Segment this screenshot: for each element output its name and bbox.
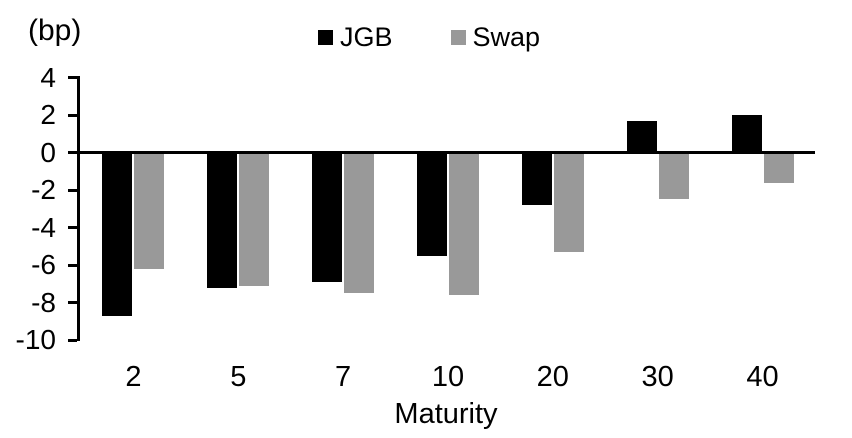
x-tick-label: 30 (641, 361, 674, 393)
x-tick-label: 40 (746, 361, 779, 393)
bar-jgb-40 (731, 115, 762, 153)
y-tick-label: 0 (40, 136, 56, 168)
x-tick-label: 5 (230, 361, 247, 393)
bar-swap-5 (239, 152, 270, 286)
legend-label-jgb: JGB (340, 22, 393, 52)
y-tick (68, 338, 77, 342)
bar-swap-30 (658, 152, 689, 200)
bar-swap-40 (763, 152, 794, 183)
y-tick (68, 301, 77, 304)
bar-jgb-20 (521, 152, 552, 205)
y-axis-line (77, 76, 80, 341)
y-tick-label: -2 (31, 174, 56, 205)
y-tick-label: 4 (40, 61, 56, 93)
y-tick-label: -4 (31, 211, 56, 243)
x-tick-label: 7 (335, 361, 352, 393)
y-tick (68, 226, 77, 229)
bar-swap-20 (553, 152, 584, 252)
x-tick-label: 10 (431, 361, 465, 393)
legend: JGB Swap (318, 22, 540, 52)
y-tick-label: -6 (31, 249, 56, 280)
bar-swap-2 (134, 152, 165, 269)
y-tick-label: -10 (15, 324, 56, 355)
y-axis-unit-label: (bp) (28, 14, 82, 47)
x-tick-label: 20 (536, 361, 569, 393)
x-axis-title: Maturity (394, 398, 498, 430)
legend-swatch-jgb-icon (318, 29, 333, 45)
bar-jgb-10 (416, 152, 447, 256)
legend-label-swap: Swap (472, 22, 541, 52)
y-tick (68, 151, 77, 154)
y-tick (68, 263, 77, 267)
bar-jgb-7 (312, 152, 343, 282)
y-tick (68, 113, 77, 117)
y-tick (68, 188, 77, 192)
bar-jgb-2 (102, 152, 133, 316)
x-axis-line (77, 151, 815, 154)
bar-jgb-5 (207, 152, 238, 288)
bar-swap-10 (448, 152, 479, 295)
legend-item-jgb: JGB (318, 22, 393, 52)
legend-item-swap: Swap (450, 22, 541, 52)
y-tick-label: -8 (31, 286, 56, 318)
bar-swap-7 (344, 152, 375, 294)
y-tick-label: 2 (40, 99, 56, 130)
y-tick (68, 76, 77, 79)
legend-swatch-swap-icon (450, 29, 466, 45)
bar-jgb-30 (626, 120, 657, 153)
x-tick-label: 2 (125, 361, 142, 393)
